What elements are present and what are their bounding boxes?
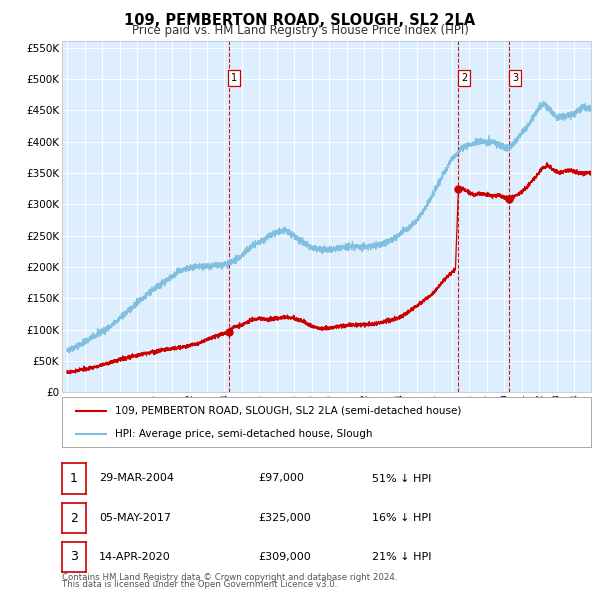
Text: 51% ↓ HPI: 51% ↓ HPI — [372, 474, 431, 483]
Text: Price paid vs. HM Land Registry's House Price Index (HPI): Price paid vs. HM Land Registry's House … — [131, 24, 469, 37]
Text: 1: 1 — [70, 472, 78, 485]
Text: 05-MAY-2017: 05-MAY-2017 — [99, 513, 171, 523]
Text: 3: 3 — [512, 73, 518, 83]
Text: £309,000: £309,000 — [258, 552, 311, 562]
Text: HPI: Average price, semi-detached house, Slough: HPI: Average price, semi-detached house,… — [115, 429, 372, 439]
Text: 1: 1 — [231, 73, 237, 83]
Text: 21% ↓ HPI: 21% ↓ HPI — [372, 552, 431, 562]
Text: Contains HM Land Registry data © Crown copyright and database right 2024.: Contains HM Land Registry data © Crown c… — [62, 573, 397, 582]
Text: £97,000: £97,000 — [258, 474, 304, 483]
Text: 14-APR-2020: 14-APR-2020 — [99, 552, 171, 562]
Text: 16% ↓ HPI: 16% ↓ HPI — [372, 513, 431, 523]
Text: 109, PEMBERTON ROAD, SLOUGH, SL2 2LA: 109, PEMBERTON ROAD, SLOUGH, SL2 2LA — [124, 13, 476, 28]
Text: This data is licensed under the Open Government Licence v3.0.: This data is licensed under the Open Gov… — [62, 581, 337, 589]
Text: 3: 3 — [70, 550, 78, 563]
Text: 29-MAR-2004: 29-MAR-2004 — [99, 474, 174, 483]
Text: 2: 2 — [70, 512, 78, 525]
Text: 109, PEMBERTON ROAD, SLOUGH, SL2 2LA (semi-detached house): 109, PEMBERTON ROAD, SLOUGH, SL2 2LA (se… — [115, 405, 461, 415]
Text: £325,000: £325,000 — [258, 513, 311, 523]
Text: 2: 2 — [461, 73, 467, 83]
